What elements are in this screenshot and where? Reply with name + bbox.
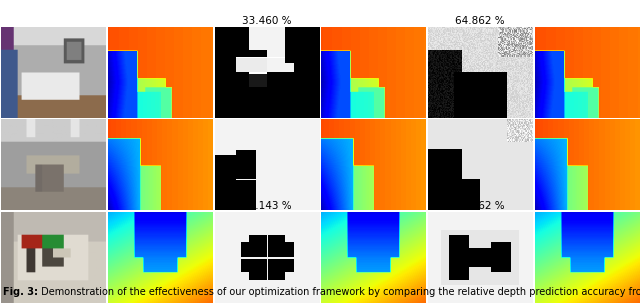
Text: 44.505 %: 44.505 % — [242, 109, 291, 119]
Text: 33.460 %: 33.460 % — [242, 16, 291, 26]
Text: 67.162 %: 67.162 % — [455, 201, 505, 211]
Text: 48.143 %: 48.143 % — [242, 201, 291, 211]
Text: 71.695 %: 71.695 % — [455, 109, 505, 119]
Text: Demonstration of the effectiveness of our optimization framework by comparing th: Demonstration of the effectiveness of ou… — [38, 287, 640, 297]
Text: 64.862 %: 64.862 % — [455, 16, 505, 26]
Text: Fig. 3:: Fig. 3: — [3, 287, 38, 297]
